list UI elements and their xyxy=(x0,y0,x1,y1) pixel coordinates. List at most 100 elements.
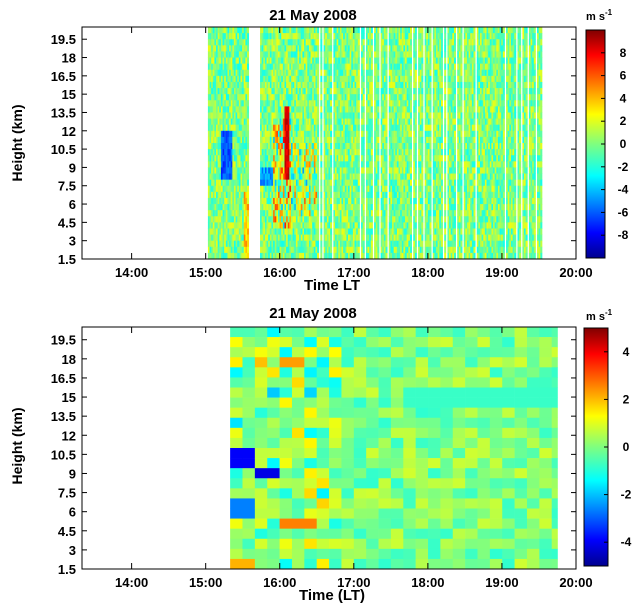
heatmap-cell xyxy=(439,63,442,71)
heatmap-cell xyxy=(232,130,235,138)
heatmap-cell xyxy=(414,234,417,242)
heatmap-cell xyxy=(237,57,240,65)
heatmap-cell xyxy=(233,216,237,223)
heatmap-cell xyxy=(279,88,282,95)
heatmap-cell xyxy=(362,63,365,71)
heatmap-cell xyxy=(409,179,412,187)
heatmap-cell xyxy=(302,51,305,58)
heatmap-cell xyxy=(365,94,368,101)
heatmap-cell xyxy=(305,57,308,65)
heatmap-cell xyxy=(396,81,399,89)
heatmap-cell xyxy=(294,167,297,174)
heatmap-cell xyxy=(209,27,212,34)
heatmap-cell xyxy=(237,136,240,144)
heatmap-cell xyxy=(284,27,287,34)
heatmap-cell xyxy=(401,27,404,34)
heatmap-cell xyxy=(292,100,295,107)
heatmap-cell xyxy=(418,161,421,168)
heatmap-cell xyxy=(374,216,377,223)
heatmap-cell xyxy=(432,216,435,223)
heatmap-cell xyxy=(395,210,398,217)
heatmap-cell xyxy=(260,100,263,107)
heatmap-cell xyxy=(385,136,388,144)
heatmap-cell xyxy=(247,222,250,229)
heatmap-cell xyxy=(349,51,352,58)
heatmap-cell xyxy=(315,112,318,119)
heatmap-cell xyxy=(436,124,439,132)
heatmap-cell xyxy=(209,39,212,46)
heatmap-cell xyxy=(396,197,399,205)
heatmap-cell xyxy=(233,210,237,217)
heatmap-cell xyxy=(437,75,440,83)
heatmap-cell xyxy=(214,112,217,119)
heatmap-cell xyxy=(245,197,248,205)
heatmap-cell xyxy=(224,94,227,101)
heatmap-cell xyxy=(357,57,360,65)
heatmap-cell xyxy=(214,234,217,242)
heatmap-cell xyxy=(383,39,386,46)
heatmap-cell xyxy=(233,33,237,40)
heatmap-cell xyxy=(300,179,303,187)
heatmap-cell xyxy=(308,124,311,132)
heatmap-cell xyxy=(274,240,277,248)
heatmap-cell xyxy=(356,161,359,168)
heatmap-cell xyxy=(310,234,313,242)
heatmap-cell xyxy=(289,100,292,107)
heatmap-cell xyxy=(339,216,342,223)
heatmap-cell xyxy=(390,27,393,34)
heatmap-cell xyxy=(287,69,290,77)
heatmap-cell xyxy=(304,88,307,95)
heatmap-cell xyxy=(282,143,285,150)
heatmap-cell xyxy=(333,234,336,242)
heatmap-cell xyxy=(271,130,274,138)
heatmap-cell xyxy=(263,240,266,248)
heatmap-cell xyxy=(357,240,360,248)
heatmap-cell xyxy=(276,252,279,260)
heatmap-cell xyxy=(235,204,238,211)
heatmap-cell xyxy=(220,161,223,168)
heatmap-cell xyxy=(266,143,269,150)
heatmap-cell xyxy=(449,149,452,156)
heatmap-cell xyxy=(235,191,238,199)
heatmap-cell xyxy=(214,57,217,65)
heatmap-cell xyxy=(339,130,342,138)
heatmap-cell xyxy=(427,51,430,58)
heatmap-cell xyxy=(361,57,364,65)
heatmap-cell xyxy=(408,57,411,65)
heatmap-cell xyxy=(447,130,450,138)
heatmap-cell xyxy=(227,27,230,34)
heatmap-cell xyxy=(247,197,250,205)
heatmap-cell xyxy=(224,45,227,52)
heatmap-cell xyxy=(392,69,395,77)
heatmap-cell xyxy=(211,185,214,193)
heatmap-cell xyxy=(237,106,240,113)
heatmap-cell xyxy=(287,27,290,34)
heatmap-cell xyxy=(429,185,432,193)
heatmap-cell xyxy=(312,216,315,223)
heatmap-cell xyxy=(289,112,292,119)
heatmap-cell xyxy=(216,197,219,205)
heatmap-cell xyxy=(232,161,235,168)
heatmap-cell xyxy=(406,197,409,205)
heatmap-cell xyxy=(292,240,295,248)
heatmap-cell xyxy=(338,75,341,83)
heatmap-cell xyxy=(401,94,404,101)
heatmap-cell xyxy=(374,69,377,77)
heatmap-cell xyxy=(398,51,401,58)
heatmap-cell xyxy=(247,94,250,101)
heatmap-cell xyxy=(219,39,222,46)
heatmap-cell xyxy=(261,155,264,162)
heatmap-cell xyxy=(260,210,263,217)
heatmap-cell xyxy=(367,63,370,71)
heatmap-cell xyxy=(405,228,408,235)
heatmap-cell xyxy=(277,81,280,89)
heatmap-cell xyxy=(328,106,331,113)
heatmap-cell xyxy=(317,161,320,168)
heatmap-cell xyxy=(273,118,276,126)
heatmap-cell xyxy=(232,191,235,199)
heatmap-cell xyxy=(335,155,338,162)
heatmap-cell xyxy=(237,130,240,138)
heatmap-cell xyxy=(421,63,424,71)
heatmap-cell xyxy=(219,204,222,211)
heatmap-cell xyxy=(266,33,269,40)
